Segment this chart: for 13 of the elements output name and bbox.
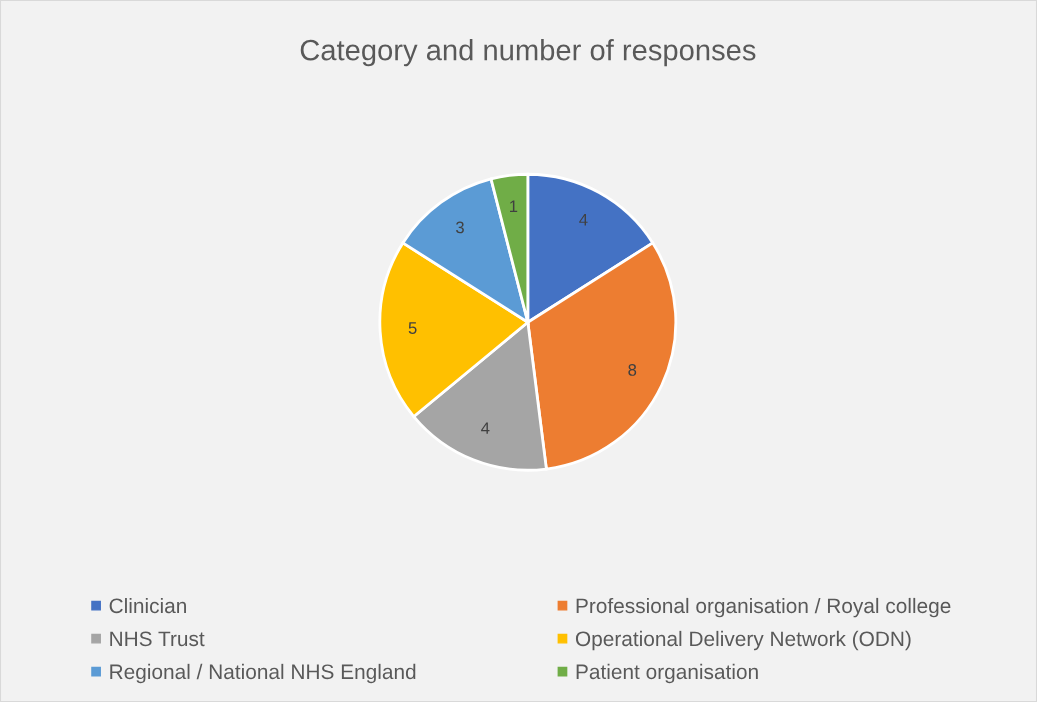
data-label: 5 (408, 322, 417, 334)
data-label: 3 (455, 221, 464, 234)
legend-label: Professional organisation / Royal college (576, 597, 951, 618)
data-label: 8 (628, 364, 637, 376)
legend-label: Clinician (109, 597, 186, 614)
chart-title: Category and number of responses (300, 39, 756, 67)
legend-label: NHS Trust (110, 631, 205, 647)
data-label: 4 (481, 422, 490, 434)
legend-label: Patient organisation (576, 663, 758, 684)
data-label: 4 (579, 213, 588, 226)
legend-label: Operational Delivery Network (ODN) (575, 630, 911, 651)
data-label: 1 (510, 200, 518, 213)
legend-label: Regional / National NHS England (110, 663, 416, 684)
